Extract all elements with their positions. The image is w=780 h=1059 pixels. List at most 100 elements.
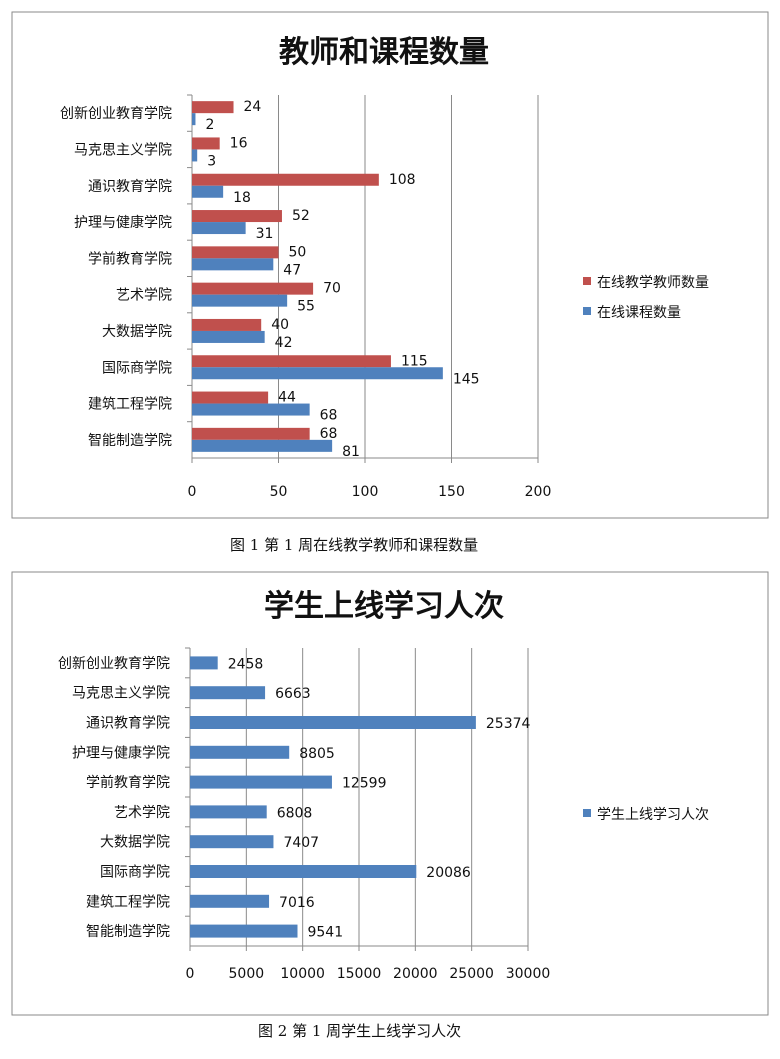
chart2-data-label: 6808 [277, 805, 313, 821]
chart2-category-label: 智能制造学院 [86, 924, 170, 940]
chart1-category-label: 国际商学院 [102, 360, 172, 376]
chart2-bar [190, 656, 218, 670]
figure-1-caption: 图 1 第 1 周在线教学教师和课程数量 [230, 536, 479, 554]
chart2-data-label: 2458 [228, 656, 264, 672]
chart2-category-label: 国际商学院 [100, 865, 170, 881]
chart1-bar [192, 222, 246, 235]
chart2-category-label: 大数据学院 [100, 835, 170, 851]
chart2-bar [190, 775, 332, 789]
chart2-x-tick-label: 0 [186, 966, 195, 982]
chart1-bar [192, 246, 279, 259]
chart1-data-label: 52 [292, 208, 310, 224]
chart1-data-label: 2 [205, 117, 214, 133]
chart1-bar [192, 258, 274, 271]
chart1-legend-label: 在线课程数量 [597, 305, 681, 321]
chart1-bar [192, 137, 220, 150]
chart2-category-label: 通识教育学院 [86, 716, 170, 732]
chart1-data-label: 115 [401, 353, 428, 369]
chart1-data-label: 68 [320, 426, 338, 442]
chart1-bar [192, 210, 282, 223]
chart1-legend-swatch [583, 277, 591, 285]
chart1-bar [192, 403, 310, 416]
chart2-category-label: 马克思主义学院 [72, 686, 170, 702]
chart2-data-label: 12599 [342, 776, 387, 792]
chart2-data-label: 25374 [486, 716, 531, 732]
chart1-data-label: 40 [271, 317, 289, 333]
chart1-data-label: 18 [233, 190, 251, 206]
chart1-x-tick-label: 0 [188, 484, 197, 500]
chart2-bar [190, 805, 267, 819]
chart1-category-label: 智能制造学院 [88, 433, 172, 449]
chart1-category-label: 大数据学院 [102, 324, 172, 340]
chart1-legend-label: 在线教学教师数量 [597, 275, 709, 291]
chart1-data-label: 44 [278, 390, 296, 406]
chart1-data-label: 55 [297, 299, 315, 315]
chart1-data-label: 81 [342, 444, 360, 460]
chart1-data-label: 47 [283, 262, 301, 278]
chart1-bar [192, 173, 379, 186]
chart1-category-label: 艺术学院 [116, 288, 172, 304]
chart2-bar [190, 835, 274, 849]
chart1-bar [192, 185, 224, 198]
chart1-category-label: 护理与健康学院 [74, 214, 172, 231]
chart1-bar [192, 282, 314, 295]
chart1-data-label: 70 [323, 281, 341, 297]
chart1-data-label: 50 [289, 244, 307, 260]
chart1-category-label: 学前教育学院 [88, 250, 172, 267]
chart2-category-label: 创新创业教育学院 [58, 656, 170, 672]
chart1-data-label: 68 [320, 408, 338, 424]
chart2-legend-swatch [583, 809, 591, 817]
figure-2-caption: 图 2 第 1 周学生上线学习人次 [258, 1022, 462, 1040]
chart2-category-label: 学前教育学院 [86, 774, 170, 791]
chart2-data-label: 9541 [307, 925, 343, 941]
chart1-data-label: 24 [244, 99, 262, 115]
chart1-data-label: 108 [389, 172, 416, 188]
chart1-category-label: 创新创业教育学院 [60, 106, 172, 122]
chart1-bar [192, 101, 234, 114]
chart1-legend-swatch [583, 307, 591, 315]
chart2-bar [190, 716, 476, 729]
chart1-x-tick-label: 100 [352, 484, 379, 500]
chart2-frame [11, 571, 769, 1016]
chart1-bar [192, 391, 269, 404]
chart1-bar [192, 149, 198, 162]
chart2-bar [190, 894, 270, 908]
chart1-x-tick-label: 50 [270, 484, 288, 500]
chart2-bar [190, 686, 266, 700]
chart2-x-tick-label: 15000 [337, 966, 382, 982]
chart1-x-tick-label: 200 [525, 484, 552, 500]
chart2-data-label: 6663 [275, 686, 311, 702]
chart2-x-tick-label: 30000 [506, 966, 551, 982]
chart1-category-label: 建筑工程学院 [88, 397, 172, 413]
chart2-x-tick-label: 20000 [393, 966, 438, 982]
chart2-category-label: 建筑工程学院 [86, 894, 170, 910]
chart1-bar [192, 113, 196, 126]
chart2-x-tick-label: 10000 [280, 966, 325, 982]
chart1-bar [192, 355, 391, 368]
chart1-frame [11, 11, 769, 519]
chart2-data-label: 7407 [283, 835, 319, 851]
chart1-title: 教师和课程数量 [279, 35, 489, 70]
chart1-bar [192, 318, 262, 331]
chart1-data-label: 42 [275, 335, 293, 351]
chart1-data-label: 3 [207, 153, 216, 169]
chart1-category-label: 马克思主义学院 [74, 142, 172, 158]
chart1-bar [192, 439, 333, 452]
chart1-bar [192, 330, 265, 343]
chart1-x-tick-label: 150 [438, 484, 465, 500]
chart1-bar [192, 294, 288, 307]
chart2-legend-label: 学生上线学习人次 [597, 807, 709, 823]
chart2-bar [190, 865, 417, 878]
chart2-data-label: 7016 [279, 895, 315, 911]
chart1-data-label: 145 [453, 371, 480, 387]
chart2-category-label: 艺术学院 [114, 805, 170, 821]
chart2-data-label: 20086 [426, 865, 471, 881]
chart2-bar [190, 924, 298, 938]
chart2-x-tick-label: 25000 [449, 966, 494, 982]
chart2-title: 学生上线学习人次 [264, 589, 504, 624]
chart1-category-label: 通识教育学院 [88, 179, 172, 195]
chart1-bar [192, 427, 310, 440]
chart2-x-tick-label: 5000 [229, 966, 265, 982]
chart2-category-label: 护理与健康学院 [72, 744, 170, 761]
